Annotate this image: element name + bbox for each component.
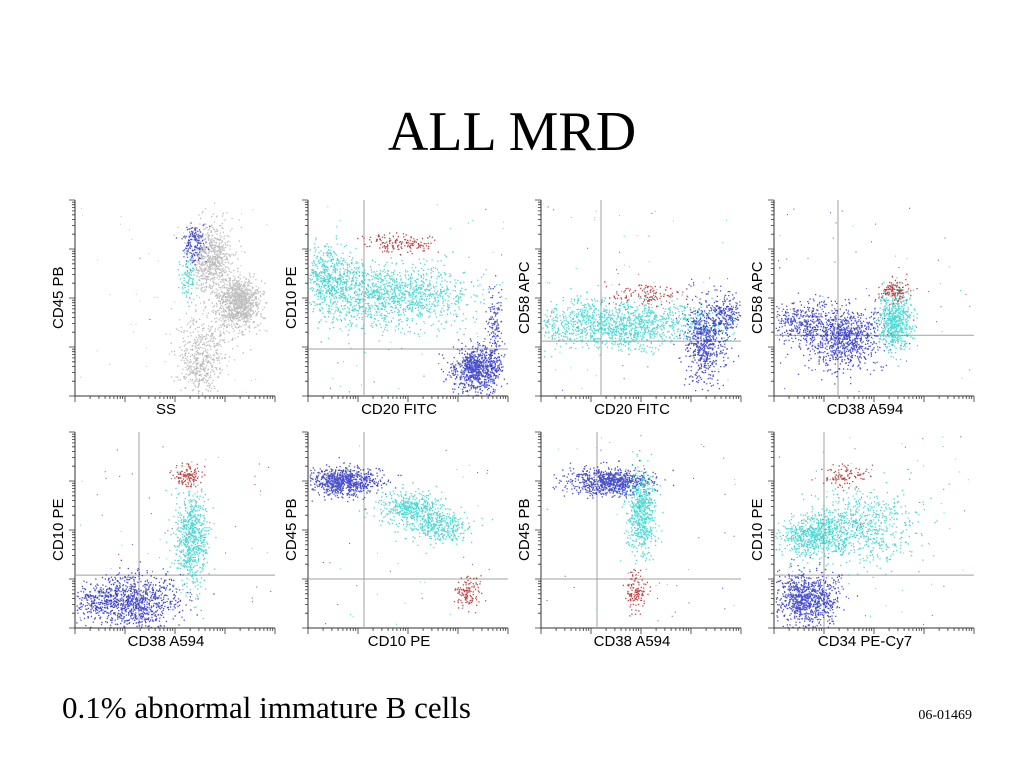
population-red xyxy=(336,496,487,614)
population-cyan xyxy=(558,434,736,610)
population-cyan xyxy=(775,437,960,613)
population-cyan xyxy=(350,445,464,625)
x-axis-label: SS xyxy=(155,401,176,418)
slide-title: ALL MRD xyxy=(387,101,637,163)
population-blue xyxy=(80,446,270,629)
caption: 0.1% abnormal immature B cells xyxy=(62,690,471,725)
population-blue xyxy=(546,446,735,622)
axis-ticks xyxy=(535,199,742,402)
scatter-plot xyxy=(535,431,742,634)
population-blue xyxy=(775,222,946,389)
population-blue xyxy=(616,251,742,368)
scatter-plot xyxy=(535,199,742,402)
population-gray xyxy=(119,223,252,381)
population-blue xyxy=(309,449,490,625)
axis-lines xyxy=(74,432,275,629)
axis-ticks xyxy=(69,431,276,634)
y-axis-label: CD58 APC xyxy=(749,261,766,335)
axis-ticks xyxy=(768,431,975,634)
y-axis-label: CD45 PB xyxy=(50,266,67,330)
population-red xyxy=(325,232,439,364)
population-cyan xyxy=(542,210,738,389)
y-axis-label: CD10 PE xyxy=(283,266,300,330)
axis-lines xyxy=(307,432,508,629)
scatter-panel-5: CD38 A594 CD10 PE xyxy=(50,422,282,654)
axis-ticks xyxy=(302,199,509,402)
scatter-panel-4: CD38 A594 CD58 APC xyxy=(749,190,981,422)
scatter-panel-3: CD20 FITC CD58 APC xyxy=(516,190,748,422)
quadrant-gate xyxy=(308,200,508,396)
population-gray xyxy=(96,224,268,396)
x-axis-label: CD10 PE xyxy=(367,633,431,650)
y-axis-label: CD10 PE xyxy=(50,498,67,562)
population-blue xyxy=(775,436,966,629)
scatter-panel-1: SS CD45 PB xyxy=(50,190,282,422)
population-gray xyxy=(81,209,268,393)
scatter-plot xyxy=(69,199,276,402)
quadrant-gate xyxy=(541,432,741,628)
scatter-plot xyxy=(768,199,975,402)
population-red xyxy=(113,462,256,596)
scatter-plot xyxy=(768,431,975,634)
population-blue xyxy=(320,208,508,397)
population-blue xyxy=(547,206,740,392)
x-axis-label: CD38 A594 xyxy=(826,401,904,418)
case-code: 06-01469 xyxy=(918,708,972,723)
quadrant-gate xyxy=(75,432,275,628)
y-axis-label: CD10 PE xyxy=(749,498,766,562)
population-blue xyxy=(779,207,971,393)
population-blue xyxy=(362,254,506,378)
axis-ticks xyxy=(535,431,742,634)
scatter-panel-6: CD10 PE CD45 PB xyxy=(283,422,515,654)
axis-ticks xyxy=(768,199,975,402)
axis-lines xyxy=(773,200,974,397)
scatter-plot xyxy=(69,431,276,634)
x-axis-label: CD38 A594 xyxy=(593,633,671,650)
x-axis-label: CD38 A594 xyxy=(127,633,205,650)
quadrant-gate xyxy=(308,432,508,628)
y-axis-label: CD58 APC xyxy=(516,261,533,335)
scatter-plot xyxy=(302,431,509,634)
x-axis-label: CD34 PE-Cy7 xyxy=(817,633,913,650)
population-cyan xyxy=(775,436,969,617)
scatter-panel-8: CD34 PE-Cy7 CD10 PE xyxy=(749,422,981,654)
axis-ticks xyxy=(302,431,509,634)
population-cyan xyxy=(310,206,507,390)
y-axis-label: CD45 PB xyxy=(516,498,533,562)
quadrant-gate xyxy=(774,200,974,396)
scatter-plot xyxy=(302,199,509,402)
axis-lines xyxy=(74,200,275,397)
y-axis-label: CD45 PB xyxy=(283,498,300,562)
axis-ticks xyxy=(69,199,276,402)
scatter-panel-2: CD20 FITC CD10 PE xyxy=(283,190,515,422)
scatter-panel-7: CD38 A594 CD45 PB xyxy=(516,422,748,654)
x-axis-label: CD20 FITC xyxy=(594,401,670,418)
population-red xyxy=(546,508,700,617)
x-axis-label: CD20 FITC xyxy=(361,401,437,418)
